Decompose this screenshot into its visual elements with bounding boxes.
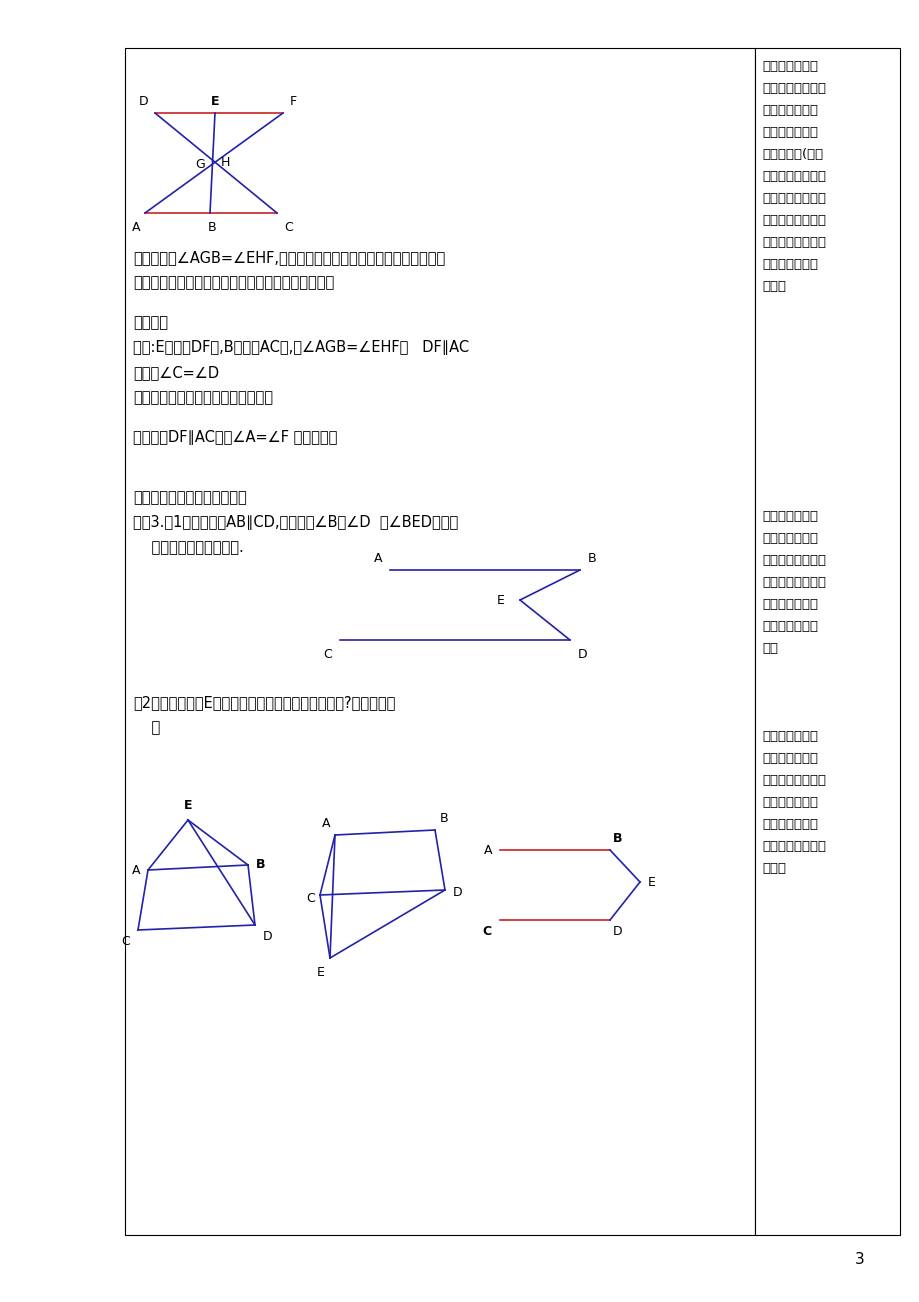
Text: E: E bbox=[647, 875, 655, 888]
Text: C: C bbox=[323, 648, 332, 661]
Text: 能直接用并且转: 能直接用并且转 bbox=[761, 753, 817, 766]
Bar bbox=[754, 48, 899, 1236]
Text: 题目条件和结论: 题目条件和结论 bbox=[761, 510, 817, 523]
Text: C: C bbox=[306, 892, 314, 905]
Text: B: B bbox=[208, 221, 216, 234]
Text: C: C bbox=[121, 935, 130, 948]
Text: 些已知条件结合: 些已知条件结合 bbox=[761, 126, 817, 139]
Text: 顶角相等，角平分: 顶角相等，角平分 bbox=[761, 171, 825, 184]
Text: 学过的知识(如对: 学过的知识(如对 bbox=[761, 148, 823, 161]
Text: A: A bbox=[483, 844, 492, 857]
Text: B: B bbox=[587, 552, 596, 565]
Text: 当题目中条件不: 当题目中条件不 bbox=[761, 730, 817, 743]
Text: 变换条件: 变换条件 bbox=[133, 315, 168, 329]
Text: 线，垂直定义，互: 线，垂直定义，互 bbox=[761, 191, 825, 204]
Text: E: E bbox=[184, 799, 192, 812]
Text: 助线，构造出基本: 助线，构造出基本 bbox=[761, 840, 825, 853]
Text: 余，互补等）设法: 余，互补等）设法 bbox=[761, 214, 825, 227]
Text: D: D bbox=[138, 95, 148, 108]
Text: 若把条件DF∥AC改为∠A=∠F 怎样证明？: 若把条件DF∥AC改为∠A=∠F 怎样证明？ bbox=[133, 430, 337, 445]
Text: B: B bbox=[439, 812, 448, 825]
Text: A: A bbox=[373, 552, 381, 565]
Text: D: D bbox=[577, 648, 587, 661]
Text: 转化这些条件，使: 转化这些条件，使 bbox=[761, 236, 825, 249]
Text: 用分析法和综合: 用分析法和综合 bbox=[761, 598, 817, 611]
Text: 条件。: 条件。 bbox=[761, 280, 785, 293]
Text: 分析出证明思路，: 分析出证明思路， bbox=[761, 553, 825, 566]
Text: A: A bbox=[131, 221, 140, 234]
Text: 求证：∠C=∠D: 求证：∠C=∠D bbox=[133, 365, 219, 380]
Text: B: B bbox=[255, 858, 266, 871]
Text: C: C bbox=[284, 221, 292, 234]
Text: 进行变换让学生: 进行变换让学生 bbox=[761, 533, 817, 546]
Text: 如图:E在直线DF上,B在直线AC上,若∠AGB=∠EHF，   DF∥AC: 如图:E在直线DF上,B在直线AC上,若∠AGB=∠EHF， DF∥AC bbox=[133, 340, 469, 355]
Text: D: D bbox=[452, 887, 462, 900]
Text: 写出证明过程，会: 写出证明过程，会 bbox=[761, 575, 825, 589]
Text: 如何思考和证明。并写出证明过程。: 如何思考和证明。并写出证明过程。 bbox=[133, 391, 273, 405]
Text: 件不是直接说明: 件不是直接说明 bbox=[761, 60, 817, 73]
Text: A: A bbox=[131, 863, 140, 876]
Text: 法进行思考和证: 法进行思考和证 bbox=[761, 620, 817, 633]
Text: 由: 由 bbox=[133, 720, 160, 736]
Text: E: E bbox=[317, 966, 324, 979]
Text: 图形。: 图形。 bbox=[761, 862, 785, 875]
Text: 结论成立的条件，: 结论成立的条件， bbox=[761, 82, 825, 95]
Text: 3: 3 bbox=[854, 1253, 864, 1268]
Text: C: C bbox=[482, 924, 492, 937]
Text: F: F bbox=[289, 95, 297, 108]
Text: 之成为可利用的: 之成为可利用的 bbox=[761, 258, 817, 271]
Text: 因此必须根据这: 因此必须根据这 bbox=[761, 104, 817, 117]
Text: （2）如果改变点E的位置，它们的数量关系会改变吗?说明你的理: （2）如果改变点E的位置，它们的数量关系会改变吗?说明你的理 bbox=[133, 695, 395, 710]
Text: 明。: 明。 bbox=[761, 642, 777, 655]
Text: 需要通过添加辅: 需要通过添加辅 bbox=[761, 818, 817, 831]
Text: 或图形不完整时: 或图形不完整时 bbox=[761, 796, 817, 809]
Text: 结论和我们要证得结论有什么关系？你是怎么想的？: 结论和我们要证得结论有什么关系？你是怎么想的？ bbox=[133, 275, 334, 290]
Text: 添加辅助线，构造为基本图形: 添加辅助线，构造为基本图形 bbox=[133, 490, 246, 505]
Bar bbox=[125, 48, 754, 1236]
Text: E: E bbox=[496, 594, 505, 607]
Text: D: D bbox=[612, 924, 622, 937]
Text: E: E bbox=[210, 95, 219, 108]
Text: D: D bbox=[263, 930, 272, 943]
Text: 分析：根据∠AGB=∠EHF,你能得到什么结论？如何转化条件？得到的: 分析：根据∠AGB=∠EHF,你能得到什么结论？如何转化条件？得到的 bbox=[133, 250, 445, 266]
Text: B: B bbox=[612, 832, 622, 845]
Text: 问题3.（1）如图，若AB∥CD,你能确定∠B、∠D  与∠BED的大小: 问题3.（1）如图，若AB∥CD,你能确定∠B、∠D 与∠BED的大小 bbox=[133, 516, 458, 530]
Text: 关系吗？说说你的看法.: 关系吗？说说你的看法. bbox=[133, 540, 244, 555]
Text: A: A bbox=[321, 816, 330, 829]
Text: H: H bbox=[221, 156, 230, 169]
Text: 化后也不能用时，: 化后也不能用时， bbox=[761, 773, 825, 786]
Text: G: G bbox=[195, 158, 205, 171]
